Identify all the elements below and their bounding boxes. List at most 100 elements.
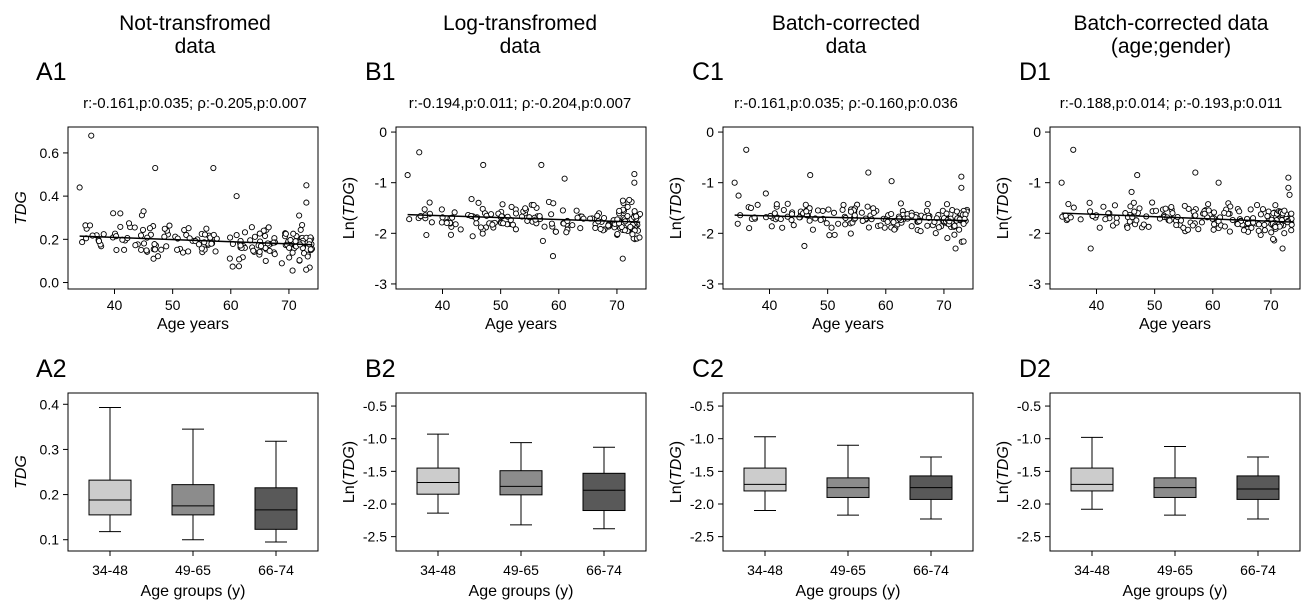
d1-data-point (1181, 202, 1188, 209)
a1-data-point (158, 246, 165, 253)
a1-data-point (86, 222, 94, 229)
c1-plot-frame (722, 126, 974, 290)
c1-data-point (952, 245, 959, 252)
d1-data-point (1124, 224, 1131, 231)
b2-ytick-label: -1.0 (363, 431, 387, 447)
a1-data-point (296, 212, 303, 219)
d1-data-point (1221, 209, 1228, 216)
d1-data-point (1259, 206, 1267, 213)
scatter-panel-a1: 0.0 0.2 0.4 0.6 40 50 60 70 Age years TDG (13, 126, 319, 333)
a1-data-point (290, 230, 297, 237)
d1-data-point (1270, 236, 1277, 243)
a1-xtick-label: 60 (223, 297, 239, 313)
a1-data-point (250, 247, 257, 254)
a1-ytick-label: 0.4 (40, 188, 60, 204)
c1-data-point (777, 216, 784, 223)
b1-data-point (624, 212, 631, 220)
d1-trend-line (1061, 212, 1295, 223)
c1-data-point (923, 207, 930, 214)
c1-data-point (847, 230, 854, 237)
a1-data-point (166, 222, 173, 229)
a1-ytick-label: 0.2 (40, 231, 60, 247)
a1-data-point (150, 255, 157, 262)
d1-data-point (1185, 205, 1192, 212)
c1-data-point (831, 231, 838, 238)
a1-data-point (131, 224, 138, 231)
b1-data-point (499, 201, 506, 208)
c1-data-point (830, 209, 838, 216)
d1-data-point (1264, 213, 1271, 220)
b1-data-point (443, 219, 450, 226)
d1-data-point (1285, 174, 1292, 181)
b1-data-point (512, 210, 520, 217)
panel-label-c1: C1 (692, 58, 724, 86)
d1-ytick-label: 0 (1033, 124, 1041, 140)
a1-data-point (203, 225, 210, 232)
c1-data-point (960, 238, 967, 245)
column-title-a: Not-transfromed data (119, 12, 271, 58)
a1-xlabel: Age years (157, 316, 229, 333)
b1-data-point (548, 211, 555, 218)
a1-data-point (233, 232, 240, 239)
d1-data-point (1234, 221, 1241, 228)
d1-data-point (1201, 210, 1208, 217)
b1-data-point (597, 225, 604, 233)
scatter-panel-c1: 0 -1 -2 -3 40 50 60 70 Age years Ln(TDG) (668, 124, 974, 333)
b1-data-point (457, 226, 464, 233)
d1-data-point (1087, 245, 1094, 252)
d2-category-label: 49-65 (1157, 562, 1193, 578)
c1-data-point (743, 146, 750, 153)
a1-data-point (236, 256, 243, 263)
c1-data-point (826, 232, 833, 239)
a1-data-point (125, 220, 133, 227)
b1-data-point (447, 231, 454, 238)
d2-ytick-label: -0.5 (1017, 398, 1041, 414)
c2-ytick-label: -1.0 (690, 431, 714, 447)
c1-data-point (868, 216, 875, 223)
b1-ytick-label: -2 (375, 225, 388, 241)
a1-data-point (151, 241, 158, 248)
a2-category-label: 34-48 (92, 562, 128, 578)
a1-data-point (307, 246, 314, 253)
a1-data-point (113, 246, 120, 254)
b1-data-point (428, 219, 435, 226)
column-title-c: Batch-corrected data (771, 12, 921, 58)
c1-data-point (924, 200, 931, 208)
c1-data-point (819, 207, 826, 214)
b2-ylabel: Ln(TDG) (341, 441, 358, 503)
b1-data-point (480, 161, 487, 169)
b1-data-point (477, 224, 484, 231)
a1-data-point (143, 247, 150, 254)
b2-category-label: 49-65 (503, 562, 539, 578)
b1-data-point (626, 196, 633, 203)
a1-data-point (146, 225, 153, 232)
d2-ytick-label: -1.0 (1017, 431, 1041, 447)
a1-data-point (139, 226, 147, 233)
column-title-d: Batch-corrected data (age;gender) (1073, 12, 1269, 58)
b1-data-point (629, 231, 636, 238)
a1-data-point (289, 267, 296, 274)
d1-data-point (1210, 226, 1217, 233)
b1-data-point (530, 202, 537, 209)
b1-data-point (624, 203, 631, 210)
b1-data-point (488, 211, 495, 218)
d1-data-point (1281, 230, 1288, 237)
c1-data-point (858, 209, 865, 216)
c1-data-point (801, 242, 808, 250)
b1-data-point (522, 205, 529, 212)
d1-ylabel: Ln(TDG) (995, 177, 1012, 239)
b1-data-point (438, 206, 445, 213)
c1-data-point (771, 210, 778, 217)
b1-data-point (619, 197, 626, 204)
a1-data-point (233, 193, 240, 200)
a1-data-point (303, 182, 310, 189)
b1-data-point (548, 220, 555, 227)
a1-data-point (89, 232, 96, 239)
d1-data-point (1065, 201, 1072, 208)
d1-data-point (1226, 228, 1233, 235)
b1-data-point (592, 224, 599, 232)
c1-xtick-label: 70 (936, 297, 952, 313)
a1-data-point (140, 240, 148, 247)
a1-data-point (210, 164, 217, 172)
